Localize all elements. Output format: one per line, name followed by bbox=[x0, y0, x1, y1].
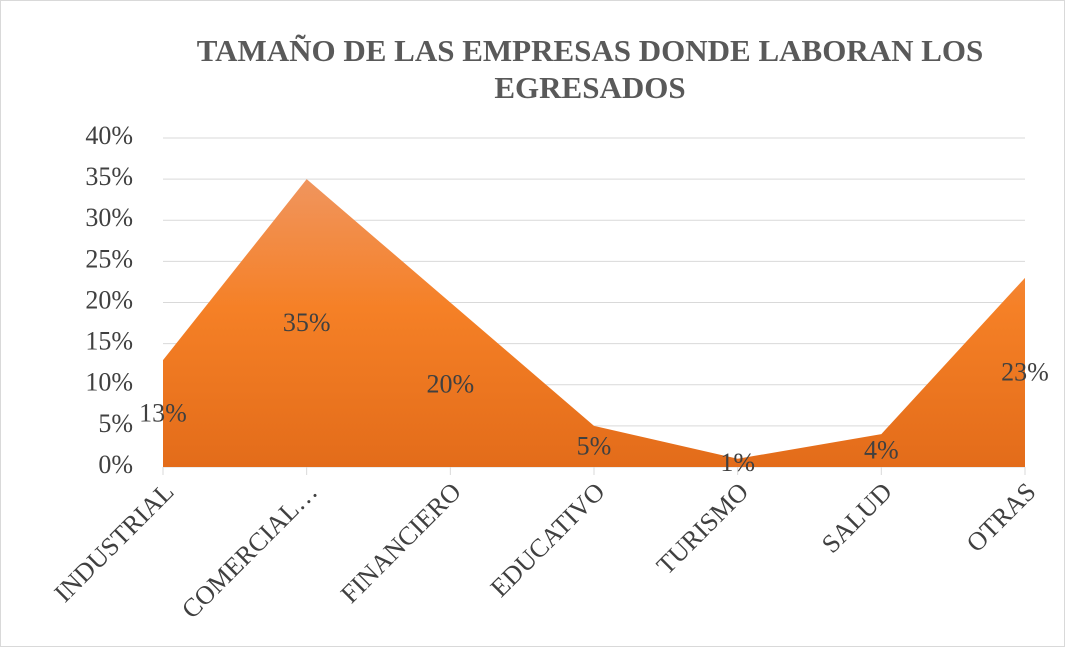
y-tick-label: 30% bbox=[85, 203, 133, 232]
x-tick-label: EDUCATIVO bbox=[485, 477, 611, 603]
y-tick-label: 35% bbox=[85, 162, 133, 191]
data-label: 20% bbox=[426, 370, 474, 399]
area bbox=[163, 179, 1025, 467]
y-tick-label: 20% bbox=[85, 285, 133, 314]
x-tick-label: SALUD bbox=[816, 477, 898, 559]
y-tick-label: 10% bbox=[85, 368, 133, 397]
x-tick-label: INDUSTRIAL bbox=[49, 477, 180, 608]
x-tick-label: OTRAS bbox=[961, 477, 1042, 558]
y-tick-label: 40% bbox=[85, 121, 133, 150]
y-tick-label: 5% bbox=[98, 409, 133, 438]
data-label: 13% bbox=[139, 399, 187, 428]
data-label: 35% bbox=[283, 308, 331, 337]
data-label: 23% bbox=[1001, 357, 1049, 386]
x-tick-label: TURISMO bbox=[651, 477, 754, 580]
data-label: 5% bbox=[577, 431, 612, 460]
data-label: 1% bbox=[720, 448, 755, 477]
chart-title: TAMAÑO DE LAS EMPRESAS DONDE LABORAN LOS… bbox=[196, 33, 984, 105]
y-tick-label: 15% bbox=[85, 327, 133, 356]
y-tick-label: 0% bbox=[98, 450, 133, 479]
x-tick-label: FINANCIERO bbox=[335, 477, 467, 609]
y-tick-label: 25% bbox=[85, 244, 133, 273]
x-tick-label: COMERCIAL… bbox=[176, 477, 323, 624]
data-label: 4% bbox=[864, 436, 899, 465]
